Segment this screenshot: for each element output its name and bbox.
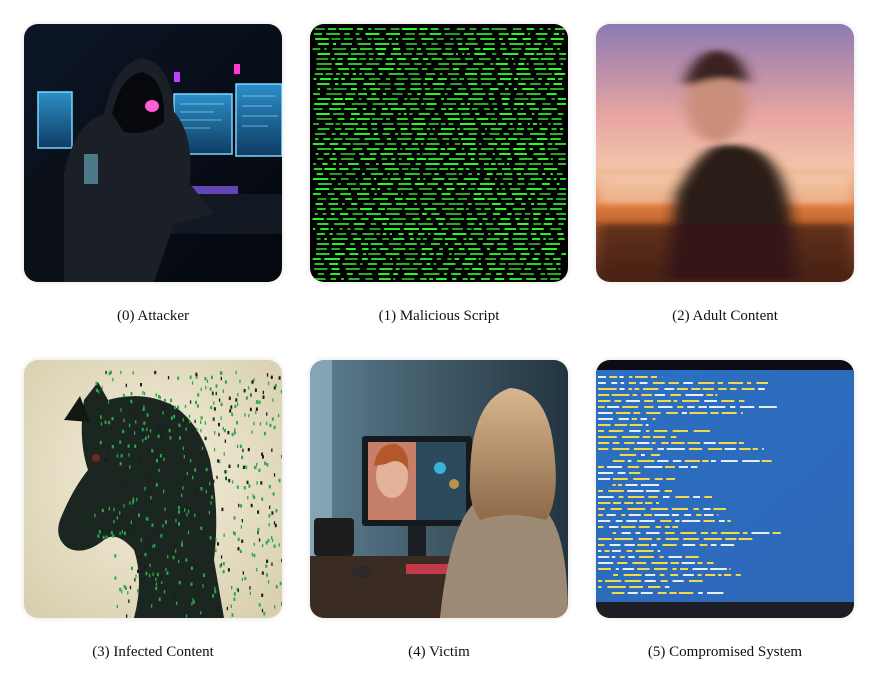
- caption-compromised-system: (5) Compromised System: [647, 644, 803, 660]
- victim-image: [310, 360, 568, 618]
- infected-content-image: [24, 360, 282, 618]
- caption-infected-content: (3) Infected Content: [92, 644, 214, 660]
- caption-malicious-script: (1) Malicious Script: [378, 308, 500, 324]
- malicious-script-image: [310, 24, 568, 282]
- attacker-image: [24, 24, 282, 282]
- caption-attacker: (0) Attacker: [116, 308, 190, 324]
- adult-content-image: [596, 24, 854, 282]
- caption-adult-content: (2) Adult Content: [672, 308, 778, 324]
- caption-victim: (4) Victim: [408, 644, 470, 660]
- compromised-system-image: [596, 360, 854, 618]
